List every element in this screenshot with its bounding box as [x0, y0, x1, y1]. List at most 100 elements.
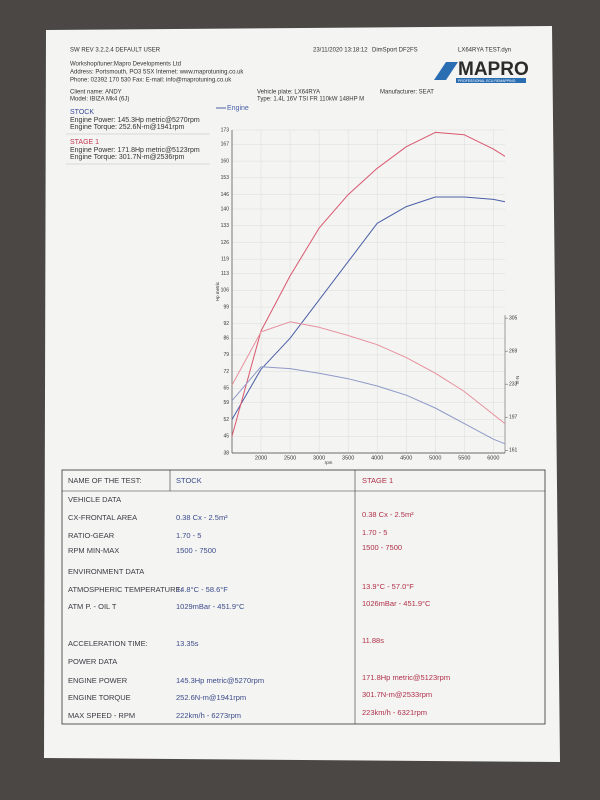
table-border — [61, 469, 546, 725]
data-line — [231, 366, 506, 445]
x-tick-label: 2500 — [284, 455, 296, 461]
table-cell: ENVIRONMENT DATA — [68, 567, 144, 576]
table-cell: VEHICLE DATA — [68, 495, 121, 504]
table-cell: 1500 - 7500 — [362, 543, 402, 552]
y-tick-label: 45 — [223, 434, 229, 440]
data-line — [231, 321, 506, 424]
table: NAME OF THE TEST: STOCK STAGE 1 VEHICLE DAT… — [61, 469, 546, 725]
table-cell: 1026mBar - 451.9°C — [362, 599, 431, 608]
x-tick-label: 4000 — [371, 455, 383, 461]
x-tick-label: 2000 — [255, 455, 267, 461]
manufacturer: Manufacturer: SEAT — [380, 90, 434, 96]
table-cell: 1029mBar - 451.9°C — [176, 602, 245, 611]
dyno: DimSport DF2FS — [372, 48, 418, 54]
address: Address: Portsmouth, PO3 5SX Internet: w… — [70, 70, 244, 76]
table-cell: 145.3Hp metric@5270rpm — [176, 676, 264, 685]
x-axis-label: rpm — [325, 460, 333, 465]
x-tick-label: 3000 — [313, 455, 325, 461]
table-cell: 1.70 - 5 — [176, 531, 201, 540]
y-tick-label: 65 — [223, 386, 229, 392]
table-header: NAME OF THE TEST: — [68, 476, 141, 485]
legend-label: Engine — [227, 105, 249, 112]
y-tick-label: 119 — [221, 257, 229, 263]
y-tick-label: 153 — [221, 175, 230, 181]
y-tick-label: 52 — [223, 417, 229, 423]
y-tick-label: 140 — [221, 206, 230, 212]
table-header: STAGE 1 — [362, 476, 393, 485]
table-cell: 13.9°C - 57.0°F — [362, 582, 414, 591]
table-cell: RATIO-GEAR — [68, 531, 115, 540]
table-cell: 222km/h - 6273rpm — [176, 711, 241, 720]
model: Model: IBIZA Mk4 (6J) — [70, 97, 129, 103]
x-tick-label: 5000 — [429, 455, 441, 461]
table-cell: 0.38 Cx - 2.5m² — [362, 510, 414, 519]
paper — [44, 26, 560, 762]
table-cell: 252.6N-m@1941rpm — [176, 693, 246, 702]
summary-name: STOCK — [70, 109, 94, 116]
y2-axis-label: N·m — [515, 376, 520, 385]
table-cell: CX-FRONTAL AREA — [68, 513, 137, 522]
logo: MAPRO — [458, 59, 529, 80]
logo-tagline: PROFESSIONAL ECU REMAPPING — [458, 79, 516, 83]
y-tick-label: 146 — [221, 192, 230, 198]
data-line — [231, 196, 506, 420]
phone: Phone: 02392 170 530 Fax: E-mail: info@m… — [70, 78, 232, 84]
y-tick-label: 99 — [223, 304, 229, 310]
file: LX64RYA TEST.dyn — [458, 48, 511, 54]
table-cell: 301.7N-m@2533rpm — [362, 690, 432, 699]
table-cell: 0.38 Cx - 2.5m² — [176, 513, 228, 522]
data-line — [231, 131, 506, 437]
table-cell: 11.88s — [362, 636, 384, 645]
x-tick-label: 4500 — [400, 455, 412, 461]
table-header: STOCK — [176, 476, 202, 485]
y-tick-label: 106 — [221, 288, 230, 294]
table-cell: ATMOSPHERIC TEMPERATURE: — [68, 585, 183, 594]
y-tick-label: 38 — [223, 450, 229, 456]
summary-power: Engine Power: 145.3Hp metric@5270rpm — [70, 117, 200, 124]
y-tick-label: 113 — [221, 271, 229, 277]
table-cell: 13.35s — [176, 639, 199, 648]
client: Client name: ANDY — [70, 90, 122, 96]
y-tick-label: 126 — [221, 240, 230, 246]
x-tick-label: 5500 — [458, 455, 470, 461]
x-tick-label: 3500 — [342, 455, 354, 461]
y-tick-label: 72 — [223, 369, 229, 375]
y2-tick-label: 197 — [509, 415, 518, 421]
y2-tick-label: 161 — [509, 448, 518, 454]
table-cell: ACCELERATION TIME: — [68, 639, 148, 648]
summary-name: STAGE 1 — [70, 139, 99, 146]
y-tick-label: 167 — [221, 142, 230, 148]
table-cell: ENGINE POWER — [68, 676, 128, 685]
table-cell: 1.70 - 5 — [362, 528, 387, 537]
table-cell: 1500 - 7500 — [176, 546, 216, 555]
summary-power: Engine Power: 171.8Hp metric@5123rpm — [70, 147, 200, 154]
y-tick-label: 92 — [223, 321, 229, 327]
table-cell: MAX SPEED - RPM — [68, 711, 135, 720]
workshop: Workshop/tuner:Mapro Developments Ltd — [70, 62, 181, 68]
table-cell: RPM MIN-MAX — [68, 546, 119, 555]
y-tick-label: 133 — [221, 223, 230, 229]
y-tick-label: 59 — [223, 400, 229, 406]
table-cell: ATM P. - OIL T — [68, 602, 117, 611]
table-cell: ENGINE TORQUE — [68, 693, 131, 702]
table-cell: 14.8°C - 58.6°F — [176, 585, 228, 594]
logo-bar — [456, 78, 526, 83]
summary-torque: Engine Torque: 301.7N-m@2536rpm — [70, 154, 185, 161]
x-tick-label: 6000 — [487, 455, 499, 461]
summary-torque: Engine Torque: 252.6N-m@1941rpm — [70, 124, 185, 131]
datetime: 23/11/2020 13:18:12 — [313, 48, 368, 54]
chart: 38 45 52 59 65 72 79 86 92 99 106 113 119 126 133 140 14… — [215, 127, 520, 465]
vehicle-type: Type: 1.4L 16V TSI FR 110kW 148HP M — [257, 97, 364, 103]
y-tick-label: 173 — [221, 127, 230, 133]
y-axis-label: Hp metric — [215, 281, 220, 301]
y2-tick-label: 269 — [509, 348, 518, 354]
y-tick-label: 79 — [223, 352, 229, 358]
table-cell: 171.8Hp metric@5123rpm — [362, 673, 450, 682]
y-tick-label: 86 — [223, 335, 229, 341]
y-tick-label: 160 — [221, 158, 230, 164]
logo-mark — [434, 62, 458, 80]
software: SW REV 3.2.2.4 DEFAULT USER — [70, 48, 161, 54]
y2-tick-label: 305 — [509, 315, 518, 321]
